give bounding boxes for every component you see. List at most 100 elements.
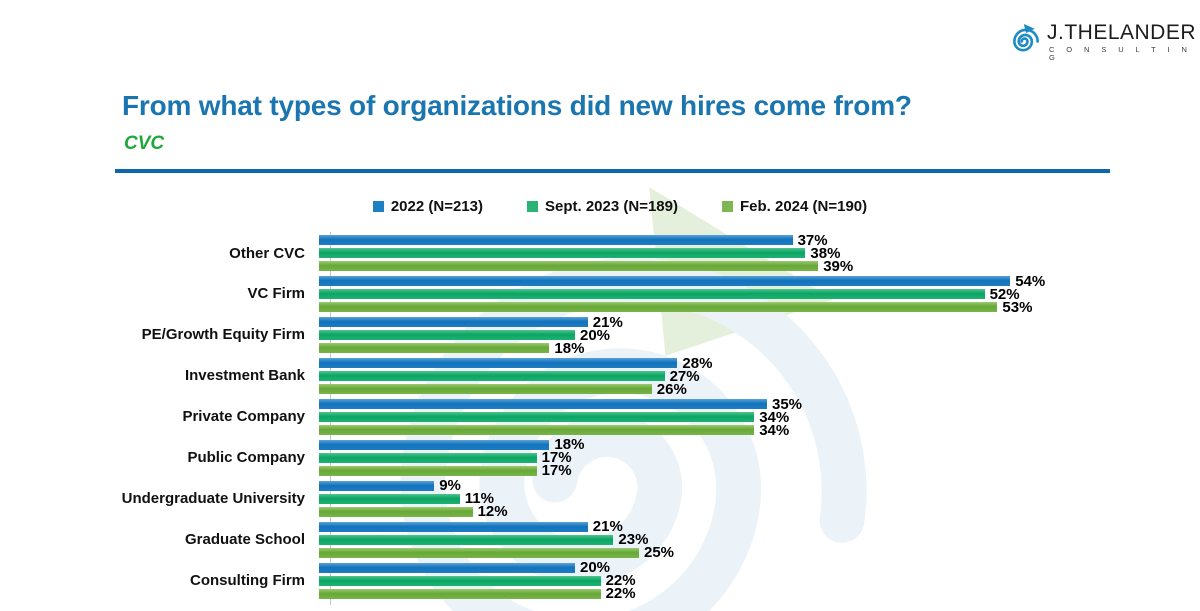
bar-line: 25% <box>319 544 1148 562</box>
legend-swatch <box>722 201 733 212</box>
chart-row: Undergraduate University 9% 11% 12% <box>0 478 1148 519</box>
category-label: Private Company <box>182 408 305 426</box>
bar-feb <box>319 506 473 517</box>
bar-group: 9% 11% 12% <box>318 478 1148 519</box>
bar-group: 18% 17% 17% <box>318 437 1148 478</box>
bar-feb <box>319 425 755 435</box>
category-label: Undergraduate University <box>121 489 305 507</box>
bar-line: 9% <box>319 477 1148 495</box>
bar-2022 <box>319 276 1011 287</box>
chart-row: Other CVC 37% 38% 39% <box>0 233 1148 274</box>
bar-value-label: 54% <box>1015 272 1046 290</box>
bar-2022 <box>319 358 678 369</box>
bar-group: 37% 38% 39% <box>318 233 1148 274</box>
bar-value-label: 25% <box>644 544 675 562</box>
bar-feb <box>319 343 550 354</box>
bar-2022 <box>319 480 435 491</box>
chart-row: Private Company 35% 34% 34% <box>0 397 1148 438</box>
chart-row: Graduate School 21% 23% 25% <box>0 519 1148 560</box>
bar-value-label: 11% <box>464 490 494 508</box>
bar-line: 22% <box>319 572 1148 590</box>
bar-value-label: 26% <box>656 380 687 398</box>
bar-feb <box>319 465 537 476</box>
bar-value-label: 39% <box>823 257 854 275</box>
chart-row: VC Firm 54% 52% 53% <box>0 274 1148 315</box>
bar-feb <box>319 547 639 558</box>
bar-value-label: 22% <box>605 572 636 590</box>
legend-swatch <box>527 201 538 212</box>
bar-value-label: 37% <box>797 231 828 249</box>
bar-value-label: 38% <box>810 244 841 262</box>
bar-feb <box>319 384 652 395</box>
bar-sept <box>319 248 806 259</box>
legend-label: 2022 (N=213) <box>390 198 483 215</box>
bar-2022 <box>319 521 588 532</box>
category-label: Other CVC <box>229 244 305 262</box>
bar-sept <box>319 289 985 300</box>
bar-value-label: 53% <box>1002 298 1033 316</box>
category-label: Public Company <box>187 449 305 467</box>
bar-value-label: 18% <box>554 339 585 357</box>
bar-sept <box>319 575 601 586</box>
logo-text: J.THELANDER C O N S U L T I N G <box>1047 22 1200 61</box>
bar-line: 39% <box>319 257 1148 275</box>
bar-2022 <box>319 317 588 328</box>
legend-swatch <box>372 201 384 212</box>
bar-value-label: 34% <box>759 421 790 439</box>
bar-line: 53% <box>319 298 1148 316</box>
company-logo: J.THELANDER C O N S U L T I N G <box>1010 22 1200 61</box>
bar-line: 18% <box>319 339 1148 357</box>
bar-value-label: 17% <box>541 449 572 467</box>
bar-value-label: 12% <box>477 503 508 521</box>
bar-group: 21% 23% 25% <box>318 519 1148 560</box>
legend-label: Feb. 2024 (N=190) <box>740 198 868 215</box>
bar-line: 28% <box>319 354 1148 372</box>
bar-feb <box>319 302 998 313</box>
bar-line: 21% <box>319 518 1148 536</box>
page-subtitle: CVC <box>124 133 165 154</box>
bar-line: 17% <box>319 463 1148 478</box>
bar-sept <box>319 493 460 504</box>
legend-label: Sept. 2023 (N=189) <box>545 198 678 215</box>
bar-value-label: 9% <box>439 477 461 495</box>
bar-value-label: 21% <box>592 313 623 331</box>
bar-line: 23% <box>319 532 1148 547</box>
bar-value-label: 22% <box>605 585 636 603</box>
bar-group: 28% 27% 26% <box>318 356 1148 397</box>
bar-group: 20% 22% 22% <box>318 560 1148 601</box>
bar-line: 20% <box>319 560 1148 575</box>
bar-line: 11% <box>319 490 1148 508</box>
bar-line: 34% <box>319 421 1148 439</box>
category-label: Consulting Firm <box>190 571 305 589</box>
spiral-logo-icon <box>1013 24 1039 52</box>
bar-value-label: 28% <box>682 354 713 372</box>
chart-legend: 2022 (N=213) Sept. 2023 (N=189) Feb. 2024 … <box>20 198 1200 215</box>
bar-group: 35% 34% 34% <box>318 397 1148 438</box>
logo-brand-name: J.THELANDER <box>1047 21 1197 44</box>
category-label: Graduate School <box>184 530 305 548</box>
bar-sept <box>319 330 575 341</box>
bar-value-label: 34% <box>759 408 790 426</box>
bar-sept <box>319 371 665 382</box>
bar-line: 17% <box>319 449 1148 467</box>
legend-item: Sept. 2023 (N=189) <box>527 198 678 215</box>
bar-line: 26% <box>319 380 1148 398</box>
bar-line: 20% <box>319 326 1148 344</box>
chart-row: Public Company 18% 17% 17% <box>0 437 1148 478</box>
bar-value-label: 21% <box>592 518 623 536</box>
page-title: From what types of organizations did new… <box>122 90 912 121</box>
bar-2022 <box>319 399 767 409</box>
bar-line: 27% <box>319 369 1148 384</box>
bar-sept <box>319 452 537 463</box>
bar-2022 <box>319 562 575 573</box>
bar-group: 21% 20% 18% <box>318 315 1148 356</box>
bar-line: 34% <box>319 408 1148 426</box>
chart-row: Investment Bank 28% 27% 26% <box>0 356 1148 397</box>
bar-value-label: 20% <box>580 326 611 344</box>
bar-group: 54% 52% 53% <box>318 274 1148 315</box>
bar-2022 <box>319 439 550 450</box>
bar-line: 18% <box>319 436 1148 454</box>
bar-line: 22% <box>319 585 1148 603</box>
bar-value-label: 18% <box>554 436 585 454</box>
